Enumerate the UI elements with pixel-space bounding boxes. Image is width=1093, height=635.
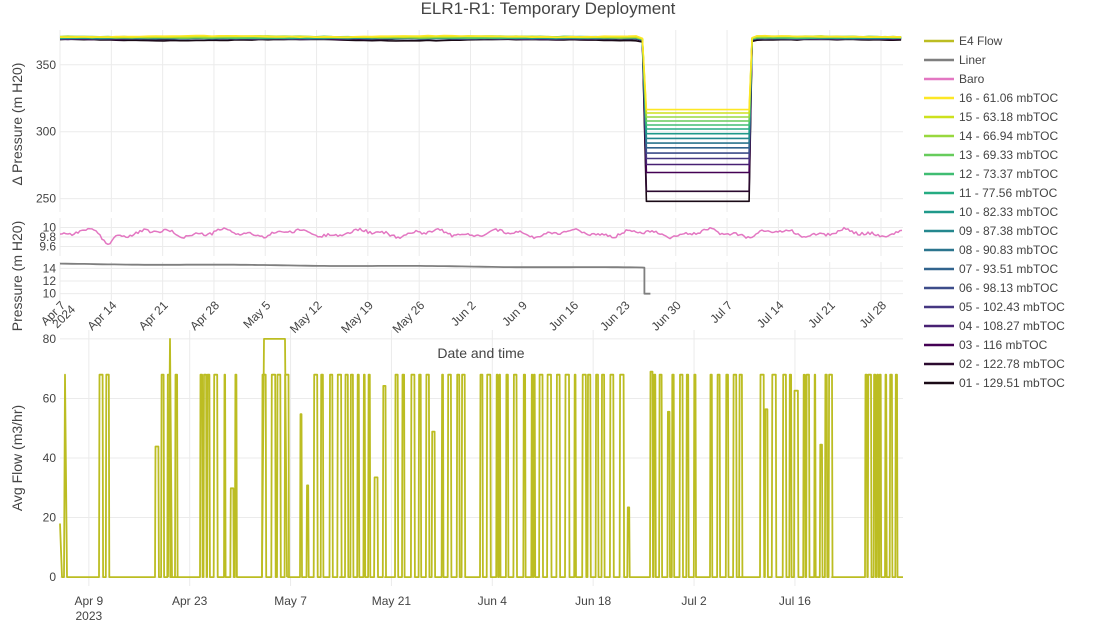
date-tick-label: Jun 16	[546, 298, 582, 334]
depth-series-line	[60, 38, 901, 173]
legend-label: 11 - 77.56 mbTOC	[959, 186, 1058, 200]
flow-ytick-label: 0	[49, 570, 56, 584]
depth-series-line	[60, 37, 901, 143]
delta-pressure-ytick-label: 250	[36, 192, 56, 206]
legend-label: 06 - 98.13 mbTOC	[959, 281, 1058, 295]
liner-ytick-label: 10	[43, 287, 57, 301]
depth-series-line	[60, 37, 901, 153]
date-tick-label: Jul 7	[707, 298, 735, 326]
depth-series-line	[60, 36, 901, 117]
legend-label: E4 Flow	[959, 34, 1003, 48]
date-tick-label: May 5	[240, 298, 273, 331]
legend-label: 02 - 122.78 mbTOC	[959, 357, 1065, 371]
delta-pressure-ytick-label: 300	[36, 125, 56, 139]
legend-label: 12 - 73.37 mbTOC	[959, 167, 1058, 181]
legend-label: 15 - 63.18 mbTOC	[959, 110, 1058, 124]
date-tick-label: Jun 30	[649, 298, 685, 334]
legend-label: 10 - 82.33 mbTOC	[959, 205, 1058, 219]
depth-series-line	[60, 38, 901, 165]
legend-label: 05 - 102.43 mbTOC	[959, 300, 1065, 314]
depth-series-line	[60, 37, 901, 138]
depth-series-line	[60, 37, 901, 125]
chart-title: ELR1-R1: Temporary Deployment	[421, 0, 676, 18]
date-tick-label: Apr 14	[85, 298, 120, 333]
legend-label: 09 - 87.38 mbTOC	[959, 224, 1058, 238]
flow-date-tick-label: Jul 16	[779, 594, 811, 608]
date-tick-label: Jun 2	[448, 298, 479, 329]
flow-ytick-label: 60	[43, 391, 57, 405]
delta-pressure-axis-title: Δ Pressure (m H20)	[9, 63, 25, 186]
flow-date-tick-label: Jun 18	[575, 594, 611, 608]
flow-date-tick-label: Jun 4	[478, 594, 508, 608]
flow-date-tick-label: Apr 23	[172, 594, 208, 608]
date-tick-label: Jul 14	[754, 298, 787, 331]
legend-label: 08 - 90.83 mbTOC	[959, 243, 1058, 257]
date-tick-label: Jun 23	[597, 298, 633, 334]
date-tick-label: Jul 21	[805, 298, 838, 331]
x-axis-title: Date and time	[437, 345, 524, 361]
flow-date-tick-label: Jul 2	[681, 594, 707, 608]
date-tick-label: Jul 28	[857, 298, 890, 331]
date-tick-label: Apr 28	[187, 298, 222, 333]
flow-ytick-label: 40	[43, 451, 57, 465]
legend-label: 07 - 93.51 mbTOC	[959, 262, 1058, 276]
flow-axis-title: Avg Flow (m3/hr)	[9, 405, 25, 511]
depth-series-line	[60, 37, 901, 129]
legend-label: 14 - 66.94 mbTOC	[959, 129, 1058, 143]
pressure-axis-title: Pressure (m H20)	[9, 221, 25, 331]
depth-series-line	[60, 38, 901, 191]
depth-series-line	[60, 36, 901, 113]
delta-pressure-ytick-label: 350	[36, 58, 56, 72]
legend-label: Liner	[959, 53, 986, 67]
legend-label: 01 - 129.51 mbTOC	[959, 376, 1065, 390]
date-tick-label: Apr 21	[136, 298, 171, 333]
flow-date-tick-label: May 21	[372, 594, 412, 608]
date-tick-label: May 26	[390, 298, 428, 336]
liner-ytick-label: 14	[43, 261, 57, 275]
flow-ytick-label: 20	[43, 511, 57, 525]
flow-date-tick-label: Apr 9	[74, 594, 103, 608]
legend-label: 03 - 116 mbTOC	[959, 338, 1048, 352]
baro-series-line	[60, 228, 902, 245]
legend-label: 13 - 69.33 mbTOC	[959, 148, 1058, 162]
depth-series-line	[60, 36, 901, 121]
flow-date-tick-label: May 7	[274, 594, 307, 608]
date-tick-label: May 19	[338, 298, 376, 336]
depth-series-line	[60, 37, 901, 158]
date-tick-label: Jun 9	[499, 298, 530, 329]
depth-series-line	[60, 36, 901, 110]
liner-ytick-label: 12	[43, 274, 57, 288]
date-tick-label: May 12	[287, 298, 325, 336]
flow-date-tick-year-label: 2023	[75, 609, 102, 623]
flow-series-line	[60, 372, 903, 577]
depth-series-line	[60, 39, 901, 201]
depth-series-line	[60, 37, 901, 134]
baro-ytick-label: 10	[43, 221, 57, 235]
flow-ytick-label: 80	[43, 332, 57, 346]
legend-label: 04 - 108.27 mbTOC	[959, 319, 1065, 333]
legend-label: Baro	[959, 72, 985, 86]
legend-label: 16 - 61.06 mbTOC	[959, 91, 1058, 105]
